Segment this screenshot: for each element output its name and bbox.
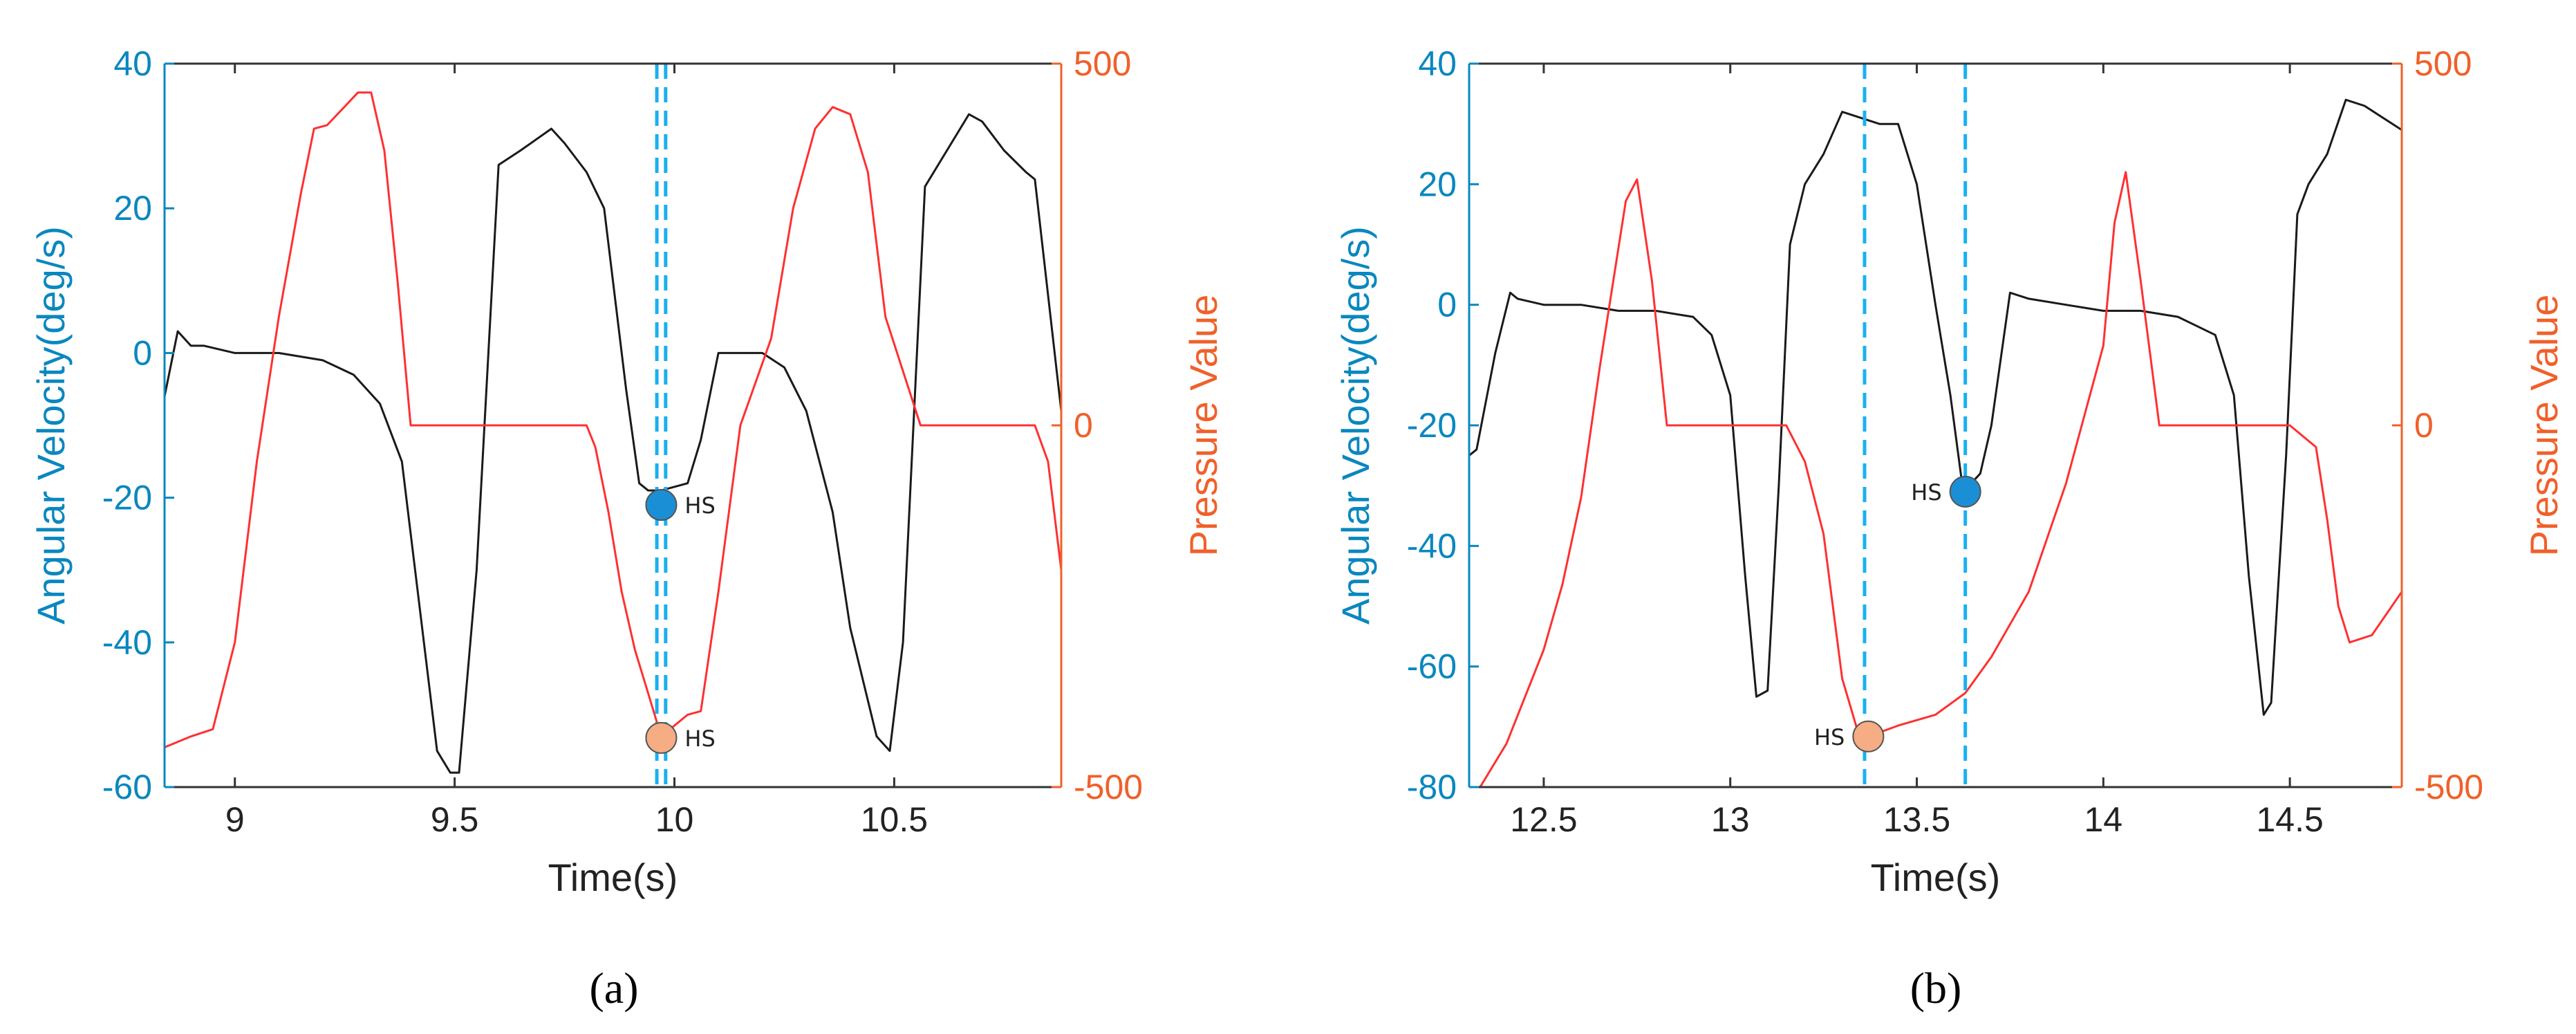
right-y-tick-label: 0 [1074, 406, 1093, 445]
left-y-tick-label: -60 [102, 768, 152, 806]
left-y-tick-label: -40 [1407, 526, 1457, 565]
x-tick-label: 10 [655, 800, 694, 839]
right-y-tick-label: 500 [1074, 44, 1131, 83]
pressure-line [1479, 171, 2402, 787]
hs-angular-marker [1949, 475, 1981, 508]
x-tick-label: 9 [225, 800, 245, 839]
x-tick-label: 12.5 [1510, 800, 1577, 839]
left-y-tick-label: 40 [1418, 44, 1457, 83]
left-y-tick-label: 0 [1437, 286, 1457, 324]
left-y-tick-label: 40 [113, 44, 152, 83]
panel-caption: (b) [1910, 963, 1962, 1013]
left-y-tick-label: 20 [1418, 165, 1457, 203]
x-tick-label: 10.5 [861, 800, 928, 839]
x-tick-label: 14.5 [2256, 800, 2323, 839]
angular-velocity-line [165, 113, 1061, 774]
angular-velocity-line [1469, 98, 2402, 716]
right-y-axis-label: Pressure Value [1182, 295, 1225, 557]
hs-label: HS [1814, 724, 1845, 750]
x-axis-label: Time(s) [1871, 856, 2001, 899]
left-y-tick-label: -20 [102, 479, 152, 517]
left-y-tick-label: -80 [1407, 768, 1457, 806]
hs-label: HS [684, 492, 715, 519]
right-y-tick-label: 0 [2414, 406, 2434, 445]
right-y-axis-label: Pressure Value [2522, 295, 2566, 557]
chart-panel-b: HS HS 12.5 13 13.5 14 14.5 -80 -60 -40 -20 0 20 40 -50… [1334, 44, 2566, 1013]
hs-pressure-marker [1852, 720, 1885, 753]
x-tick-label: 13 [1711, 800, 1750, 839]
panel-caption: (a) [589, 963, 638, 1013]
x-tick-label: 9.5 [431, 800, 479, 839]
left-y-tick-label: -40 [102, 623, 152, 662]
x-tick-label: 13.5 [1883, 800, 1950, 839]
left-y-tick-label: 20 [113, 189, 152, 228]
hs-pressure-marker [645, 721, 678, 754]
left-y-axis-label: Angular Velocity(deg/s) [1334, 226, 1377, 625]
left-y-tick-label: -60 [1407, 647, 1457, 686]
right-y-tick-label: -500 [1074, 768, 1143, 806]
chart-panel-a: HS HS 9 9.5 10 10.5 -60 -40 -20 0 20 40 -500 0 500 Time… [29, 44, 1225, 1013]
left-y-axis-label: Angular Velocity(deg/s) [29, 226, 73, 625]
x-tick-label: 14 [2084, 800, 2123, 839]
left-y-tick-label: -20 [1407, 406, 1457, 445]
right-y-tick-label: -500 [2414, 768, 2483, 806]
hs-label: HS [1911, 479, 1941, 506]
pressure-line [165, 91, 1061, 748]
hs-label: HS [684, 726, 715, 752]
x-axis-label: Time(s) [548, 856, 678, 899]
hs-angular-marker [645, 489, 678, 521]
right-y-tick-label: 500 [2414, 44, 2472, 83]
left-y-tick-label: 0 [133, 333, 152, 372]
